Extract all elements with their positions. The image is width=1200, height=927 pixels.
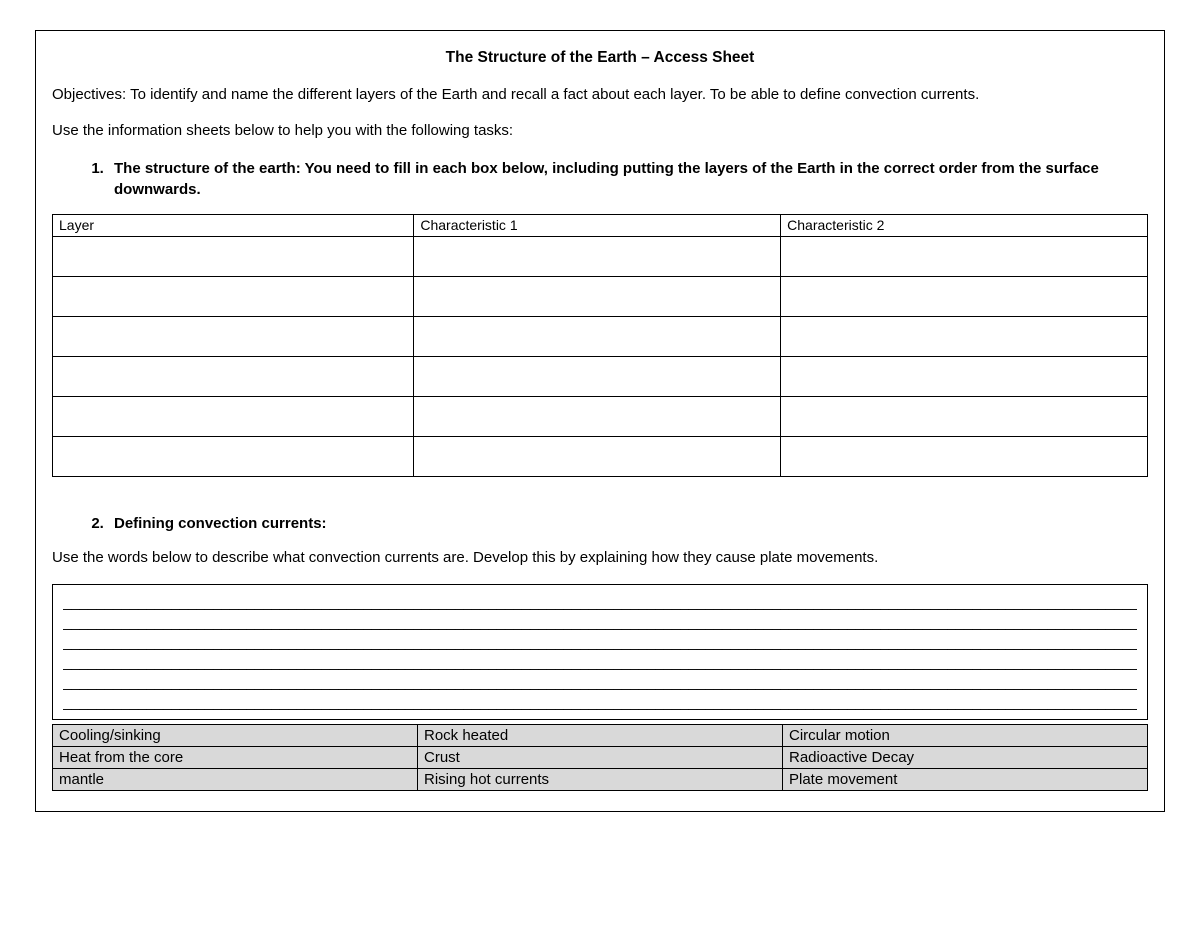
layers-cell[interactable] xyxy=(53,356,414,396)
layers-cell[interactable] xyxy=(781,236,1148,276)
page-title: The Structure of the Earth – Access Shee… xyxy=(52,49,1148,67)
layers-cell[interactable] xyxy=(53,396,414,436)
writing-line[interactable]: ________________________________________… xyxy=(63,673,1137,693)
wordbank-cell: Cooling/sinking xyxy=(53,724,418,746)
layers-table-header-row: Layer Characteristic 1 Characteristic 2 xyxy=(53,214,1148,236)
layers-table-header-layer: Layer xyxy=(53,214,414,236)
layers-table-header-char1: Characteristic 1 xyxy=(414,214,781,236)
layers-cell[interactable] xyxy=(53,316,414,356)
objectives-text: Objectives: To identify and name the dif… xyxy=(52,85,1148,105)
task-list-1: The structure of the earth: You need to … xyxy=(52,158,1148,200)
wordbank-cell: Heat from the core xyxy=(53,746,418,768)
layers-cell[interactable] xyxy=(414,276,781,316)
table-row xyxy=(53,276,1148,316)
layers-cell[interactable] xyxy=(781,276,1148,316)
table-row: mantle Rising hot currents Plate movemen… xyxy=(53,768,1148,790)
wordbank-cell: Circular motion xyxy=(783,724,1148,746)
layers-cell[interactable] xyxy=(414,356,781,396)
section-2: Defining convection currents: Use the wo… xyxy=(52,513,1148,791)
layers-cell[interactable] xyxy=(414,236,781,276)
table-row: Heat from the core Crust Radioactive Dec… xyxy=(53,746,1148,768)
layers-cell[interactable] xyxy=(53,236,414,276)
task-2-heading: Defining convection currents: xyxy=(108,513,1148,534)
wordbank-cell: Plate movement xyxy=(783,768,1148,790)
layers-cell[interactable] xyxy=(414,316,781,356)
layers-table: Layer Characteristic 1 Characteristic 2 xyxy=(52,214,1148,477)
layers-cell[interactable] xyxy=(781,316,1148,356)
table-row: Cooling/sinking Rock heated Circular mot… xyxy=(53,724,1148,746)
wordbank-cell: Crust xyxy=(418,746,783,768)
layers-cell[interactable] xyxy=(414,436,781,476)
writing-line[interactable]: ________________________________________… xyxy=(63,593,1137,613)
writing-line[interactable]: ________________________________________… xyxy=(63,693,1137,713)
writing-line[interactable]: ________________________________________… xyxy=(63,633,1137,653)
layers-cell[interactable] xyxy=(53,276,414,316)
table-row xyxy=(53,356,1148,396)
wordbank-cell: Rising hot currents xyxy=(418,768,783,790)
layers-cell[interactable] xyxy=(781,436,1148,476)
layers-cell[interactable] xyxy=(53,436,414,476)
wordbank-cell: Radioactive Decay xyxy=(783,746,1148,768)
layers-cell[interactable] xyxy=(781,396,1148,436)
layers-table-header-char2: Characteristic 2 xyxy=(781,214,1148,236)
layers-cell[interactable] xyxy=(781,356,1148,396)
writing-line[interactable]: ________________________________________… xyxy=(63,653,1137,673)
wordbank-cell: mantle xyxy=(53,768,418,790)
table-row xyxy=(53,436,1148,476)
word-bank-table: Cooling/sinking Rock heated Circular mot… xyxy=(52,724,1148,791)
worksheet-page: The Structure of the Earth – Access Shee… xyxy=(35,30,1165,812)
table-row xyxy=(53,236,1148,276)
table-row xyxy=(53,396,1148,436)
task-1-text: The structure of the earth: You need to … xyxy=(108,158,1148,200)
instructions-text: Use the information sheets below to help… xyxy=(52,121,1148,141)
task-2-prompt: Use the words below to describe what con… xyxy=(52,548,1148,568)
table-row xyxy=(53,316,1148,356)
writing-line[interactable]: ________________________________________… xyxy=(63,613,1137,633)
task-list-2: Defining convection currents: xyxy=(52,513,1148,534)
writing-lines-box: ________________________________________… xyxy=(52,584,1148,720)
wordbank-cell: Rock heated xyxy=(418,724,783,746)
layers-cell[interactable] xyxy=(414,396,781,436)
